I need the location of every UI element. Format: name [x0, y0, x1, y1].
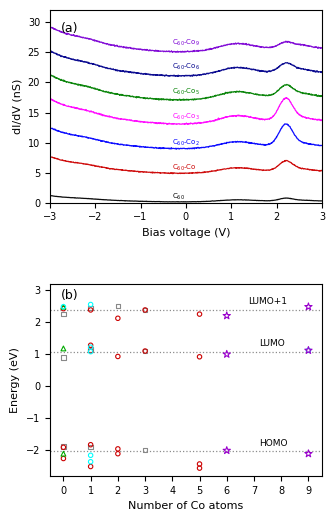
- Text: C$_{60}$-Co$_3$: C$_{60}$-Co$_3$: [172, 112, 200, 122]
- Point: [115, 445, 121, 453]
- Point: [61, 353, 66, 361]
- Point: [88, 341, 93, 349]
- X-axis label: Number of Co atoms: Number of Co atoms: [128, 501, 244, 511]
- Point: [61, 305, 66, 313]
- Text: LUMO+1: LUMO+1: [249, 297, 288, 306]
- Point: [61, 442, 66, 451]
- Point: [197, 464, 202, 472]
- Point: [88, 301, 93, 309]
- Point: [61, 303, 66, 311]
- Point: [115, 352, 121, 360]
- Y-axis label: dI/dV (nS): dI/dV (nS): [12, 79, 22, 134]
- Point: [306, 346, 311, 354]
- Point: [88, 345, 93, 353]
- Text: C$_{60}$: C$_{60}$: [172, 191, 185, 202]
- Point: [88, 304, 93, 312]
- Text: (b): (b): [61, 289, 78, 303]
- Point: [306, 450, 311, 458]
- Point: [61, 303, 66, 311]
- Point: [88, 458, 93, 466]
- Text: HOMO: HOMO: [259, 439, 288, 447]
- Point: [224, 312, 229, 320]
- Point: [115, 314, 121, 323]
- Point: [61, 455, 66, 463]
- Point: [88, 441, 93, 449]
- Point: [61, 443, 66, 452]
- Point: [61, 345, 66, 353]
- Text: C$_{60}$-Co$_2$: C$_{60}$-Co$_2$: [172, 138, 200, 147]
- Point: [88, 348, 93, 356]
- Text: LUMO: LUMO: [259, 339, 285, 348]
- Point: [61, 310, 66, 318]
- Point: [197, 310, 202, 318]
- Point: [306, 346, 311, 354]
- Point: [197, 353, 202, 361]
- Text: C$_{60}$-Co: C$_{60}$-Co: [172, 163, 197, 173]
- Point: [224, 350, 229, 358]
- Point: [306, 303, 311, 311]
- Point: [88, 347, 93, 355]
- Point: [88, 462, 93, 471]
- Point: [88, 443, 93, 452]
- Text: C$_{60}$-Co$_6$: C$_{60}$-Co$_6$: [172, 62, 200, 73]
- Point: [142, 446, 148, 454]
- Y-axis label: Energy (eV): Energy (eV): [10, 347, 20, 413]
- Text: C$_{60}$-Co$_5$: C$_{60}$-Co$_5$: [172, 87, 200, 97]
- Point: [115, 450, 121, 458]
- X-axis label: Bias voltage (V): Bias voltage (V): [142, 228, 230, 238]
- Point: [88, 343, 93, 351]
- Point: [197, 460, 202, 468]
- Point: [142, 306, 148, 314]
- Point: [61, 450, 66, 458]
- Text: C$_{60}$-Co$_9$: C$_{60}$-Co$_9$: [172, 38, 200, 49]
- Point: [142, 347, 148, 355]
- Point: [142, 306, 148, 314]
- Point: [115, 302, 121, 310]
- Text: (a): (a): [61, 22, 78, 35]
- Point: [142, 347, 148, 355]
- Point: [88, 306, 93, 314]
- Point: [224, 446, 229, 455]
- Point: [88, 451, 93, 459]
